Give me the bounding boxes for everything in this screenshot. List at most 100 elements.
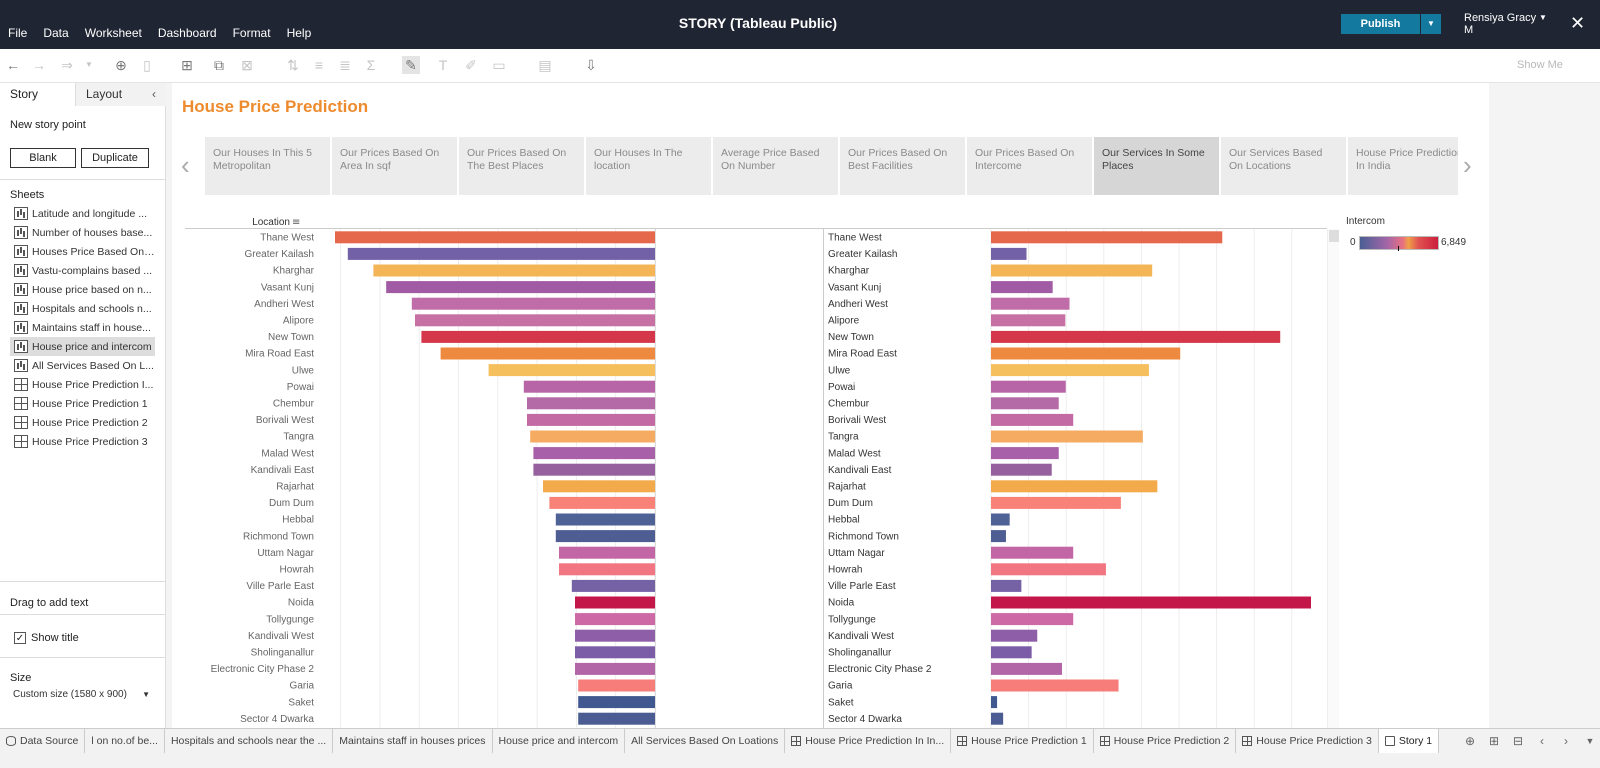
tabs-menu-icon[interactable]: ▼ [1585, 736, 1595, 746]
show-cards-icon[interactable]: ▤ [538, 57, 552, 73]
text-label-icon[interactable]: T [438, 57, 448, 73]
scroll-tabs-left-icon[interactable]: ‹ [1540, 734, 1544, 748]
bar-intercom [991, 662, 1063, 675]
sheet-item[interactable]: Houses Price Based On ... [10, 242, 155, 261]
fit-icon[interactable]: ▭ [492, 57, 506, 73]
sheet-tab[interactable]: Hospitals and schools near the ... [165, 729, 334, 753]
publish-button[interactable]: Publish [1341, 14, 1420, 34]
vertical-scrollbar[interactable] [1327, 229, 1339, 728]
sheet-item[interactable]: Latitude and longitude ... [10, 204, 155, 223]
previous-story-point-icon[interactable]: ‹ [181, 150, 190, 180]
menu-dashboard[interactable]: Dashboard [157, 26, 217, 40]
story-point[interactable]: Our Houses In This 5 Metropolitan [205, 137, 330, 195]
sort-descending-icon[interactable]: ≣ [339, 57, 351, 73]
sheet-item[interactable]: Number of houses base... [10, 223, 155, 242]
sheet-tab[interactable]: House price and intercom [493, 729, 626, 753]
new-datasource-icon[interactable]: ⊕ [115, 57, 127, 73]
menu-format[interactable]: Format [232, 26, 271, 40]
duplicate-sheet-icon[interactable]: ⧉ [214, 57, 224, 73]
sheet-item[interactable]: House Price Prediction 3 [10, 432, 155, 451]
sheet-tab[interactable]: l on no.of be... [85, 729, 165, 753]
blank-button[interactable]: Blank [10, 148, 76, 168]
sheet-tab[interactable]: House Price Prediction In In... [785, 729, 952, 753]
pane-tabs: Story Layout ‹ [0, 83, 166, 106]
story-point[interactable]: Our Houses In The location [586, 137, 711, 195]
menu-help[interactable]: Help [286, 26, 312, 40]
bar-intercom [991, 297, 1070, 310]
show-title-checkbox[interactable]: ✓ [14, 632, 26, 644]
story-point[interactable]: Our Prices Based On Area In sqf [332, 137, 457, 195]
user-name-2: M [1464, 24, 1474, 36]
bar-left [530, 430, 655, 443]
publish-dropdown-icon[interactable]: ▼ [1421, 14, 1441, 34]
duplicate-button[interactable]: Duplicate [81, 148, 149, 168]
row-label: Hebbal [282, 515, 314, 526]
replay-dropdown-icon[interactable]: ▼ [85, 60, 93, 69]
story-point[interactable]: House Price Prediction In India [1348, 137, 1458, 195]
sheet-tab[interactable]: Maintains staff in houses prices [333, 729, 493, 753]
row-label: Chembur [273, 399, 315, 410]
pause-updates-icon[interactable]: ▯ [143, 57, 151, 73]
location-header[interactable]: Location [252, 217, 290, 228]
menu-worksheet[interactable]: Worksheet [84, 26, 142, 40]
new-worksheet-icon[interactable]: ⊞ [181, 57, 193, 73]
totals-icon[interactable]: Σ [366, 57, 376, 73]
new-story-tab-icon[interactable]: ⊟ [1512, 734, 1524, 748]
bar-left [527, 413, 655, 426]
tab-story[interactable]: Story [0, 83, 75, 106]
sheet-item[interactable]: Vastu-complains based ... [10, 261, 155, 280]
sheet-tab[interactable]: Data Source [0, 729, 86, 753]
tab-layout[interactable]: Layout [75, 83, 166, 106]
size-select[interactable]: Custom size (1580 x 900) ▼ [10, 688, 154, 704]
new-dashboard-tab-icon[interactable]: ⊞ [1488, 734, 1500, 748]
story-point[interactable]: Average Price Based On Number [713, 137, 838, 195]
sheet-tab-label: Hospitals and schools near the ... [170, 735, 327, 747]
dashboard-icon [14, 435, 28, 448]
row-label-right: Chembur [828, 399, 870, 410]
sheet-item[interactable]: House Price Prediction I... [10, 375, 155, 394]
sheet-tab[interactable]: House Price Prediction 3 [1236, 729, 1379, 753]
sheet-item[interactable]: All Services Based On L... [10, 356, 155, 375]
replay-icon[interactable]: ⇒ [61, 57, 73, 73]
sheet-item[interactable]: House Price Prediction 1 [10, 394, 155, 413]
scrollbar-thumb[interactable] [1329, 230, 1339, 242]
highlight-icon[interactable]: ✎ [402, 56, 420, 74]
sheet-item[interactable]: House price based on n... [10, 280, 155, 299]
sort-ascending-icon[interactable]: ≡ [314, 57, 324, 73]
redo-icon[interactable]: → [32, 57, 46, 73]
bar-intercom [991, 447, 1059, 460]
story-point[interactable]: Our Prices Based On Intercome [967, 137, 1092, 195]
scroll-tabs-right-icon[interactable]: › [1564, 734, 1568, 748]
collapse-pane-icon[interactable]: ‹ [152, 87, 156, 101]
sheet-item[interactable]: Maintains staff in house... [10, 318, 155, 337]
presentation-download-icon[interactable]: ⇩ [585, 57, 597, 73]
sheet-item[interactable]: House Price Prediction 2 [10, 413, 155, 432]
dashboard-icon [957, 736, 968, 746]
menu-file[interactable]: File [8, 26, 28, 40]
story-point[interactable]: Our Prices Based On Best Facilities [840, 137, 965, 195]
next-story-point-icon[interactable]: › [1463, 150, 1472, 180]
story-point[interactable]: Our Prices Based On The Best Places [459, 137, 584, 195]
sheet-tab[interactable]: Story 1 [1378, 729, 1440, 753]
annotate-icon[interactable]: ✐ [465, 57, 477, 73]
user-menu[interactable]: Rensiya Gracy M ▼ [1464, 12, 1560, 36]
story-point[interactable]: Our Services In Some Places [1094, 137, 1219, 195]
row-label-right: Malad West [828, 448, 881, 459]
sheet-item[interactable]: House price and intercom [10, 337, 155, 356]
drag-to-add-text[interactable]: Drag to add text [10, 597, 89, 609]
clear-sheet-icon[interactable]: ⊠ [241, 57, 253, 73]
close-icon[interactable]: ✕ [1570, 13, 1586, 33]
show-title-toggle[interactable]: ✓ Show title [14, 632, 79, 644]
row-label: New Town [268, 332, 314, 343]
show-me-button[interactable]: Show Me [1517, 59, 1563, 71]
story-point[interactable]: Our Services Based On Locations [1221, 137, 1346, 195]
color-legend[interactable] [1359, 236, 1439, 250]
new-worksheet-tab-icon[interactable]: ⊕ [1464, 734, 1476, 748]
swap-icon[interactable]: ⇅ [287, 57, 299, 73]
undo-icon[interactable]: ← [6, 57, 20, 73]
menu-data[interactable]: Data [43, 26, 69, 40]
sheet-tab[interactable]: All Services Based On Loations [625, 729, 786, 753]
sheet-tab[interactable]: House Price Prediction 1 [951, 729, 1094, 753]
sheet-tab[interactable]: House Price Prediction 2 [1094, 729, 1237, 753]
sheet-item[interactable]: Hospitals and schools n... [10, 299, 155, 318]
